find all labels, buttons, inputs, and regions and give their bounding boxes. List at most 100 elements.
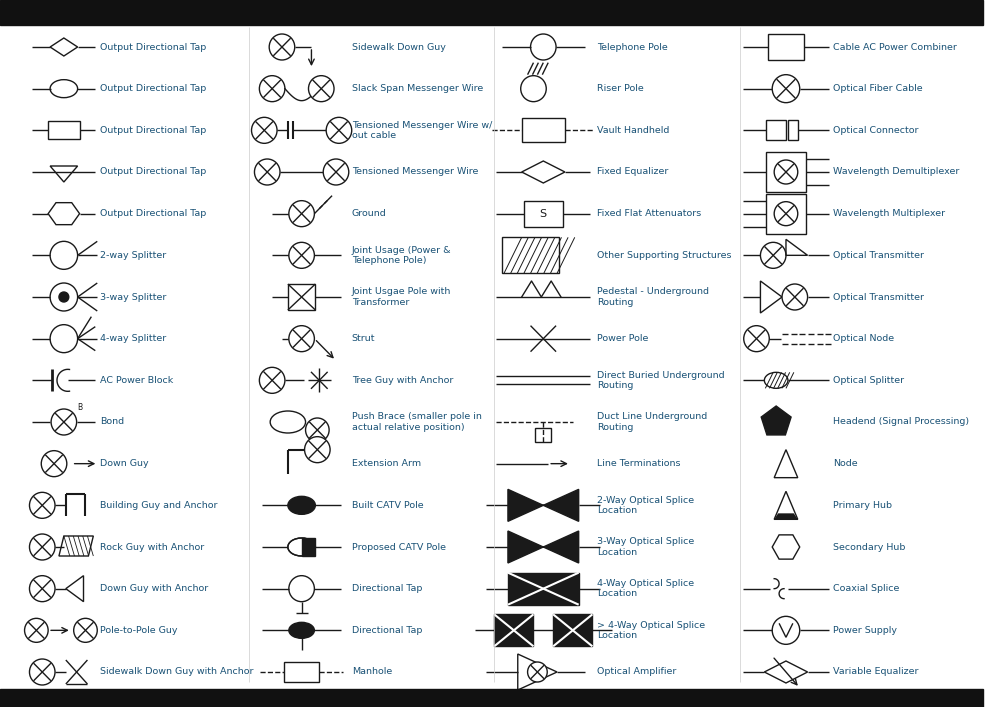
- Text: Sidewalk Down Guy with Anchor: Sidewalk Down Guy with Anchor: [100, 667, 253, 677]
- Circle shape: [323, 159, 348, 185]
- Text: Direct Buried Underground
Routing: Direct Buried Underground Routing: [598, 370, 725, 390]
- Text: Optical Splitter: Optical Splitter: [833, 376, 904, 385]
- Bar: [288, 284, 315, 310]
- Bar: [0, 689, 983, 707]
- Bar: [554, 614, 593, 646]
- Circle shape: [308, 76, 334, 102]
- Text: Headend (Signal Processing): Headend (Signal Processing): [833, 418, 969, 426]
- Circle shape: [251, 117, 277, 144]
- Bar: [284, 662, 319, 682]
- Text: Optical Transmitter: Optical Transmitter: [833, 293, 924, 301]
- Text: Optical Amplifier: Optical Amplifier: [598, 667, 677, 677]
- Circle shape: [772, 75, 800, 103]
- Text: Power Supply: Power Supply: [833, 626, 897, 635]
- Text: Coaxial Splice: Coaxial Splice: [833, 584, 900, 593]
- Circle shape: [259, 76, 285, 102]
- Circle shape: [269, 34, 294, 60]
- Text: Other Supporting Structures: Other Supporting Structures: [598, 251, 732, 260]
- Bar: [788, 120, 798, 140]
- Bar: [767, 120, 786, 140]
- Circle shape: [528, 662, 548, 682]
- Ellipse shape: [289, 622, 314, 638]
- Bar: [522, 118, 565, 142]
- Text: Optical Node: Optical Node: [833, 334, 894, 343]
- Text: Built CATV Pole: Built CATV Pole: [351, 501, 423, 510]
- Text: Manhole: Manhole: [351, 667, 392, 677]
- Text: Wavelength Multiplexer: Wavelength Multiplexer: [833, 209, 945, 218]
- Text: 3-way Splitter: 3-way Splitter: [100, 293, 166, 301]
- Circle shape: [41, 450, 67, 477]
- Text: Optical Connector: Optical Connector: [833, 126, 919, 135]
- Text: Riser Pole: Riser Pole: [598, 84, 644, 93]
- Text: Node: Node: [833, 459, 858, 468]
- Text: S: S: [540, 209, 547, 218]
- Text: Tensioned Messenger Wire w/
out cable: Tensioned Messenger Wire w/ out cable: [351, 121, 492, 140]
- Text: 3-Way Optical Splice
Location: 3-Way Optical Splice Location: [598, 537, 695, 556]
- Text: Pedestal - Underground
Routing: Pedestal - Underground Routing: [598, 287, 710, 307]
- Text: Bond: Bond: [100, 418, 124, 426]
- Circle shape: [59, 292, 69, 302]
- Circle shape: [74, 619, 97, 643]
- Text: Wavelength Demultiplexer: Wavelength Demultiplexer: [833, 168, 960, 177]
- Text: Vault Handheld: Vault Handheld: [598, 126, 670, 135]
- Text: Telephone Pole: Telephone Pole: [598, 42, 668, 52]
- Text: Slack Span Messenger Wire: Slack Span Messenger Wire: [351, 84, 482, 93]
- Circle shape: [29, 659, 55, 685]
- Bar: [494, 614, 534, 646]
- Text: Ground: Ground: [351, 209, 386, 218]
- Polygon shape: [508, 489, 579, 521]
- Text: Variable Equalizer: Variable Equalizer: [833, 667, 919, 677]
- Circle shape: [29, 575, 55, 602]
- Text: Building Guy and Anchor: Building Guy and Anchor: [100, 501, 217, 510]
- Text: B: B: [78, 403, 83, 412]
- Text: Output Directional Tap: Output Directional Tap: [100, 168, 206, 177]
- Bar: [503, 238, 559, 274]
- Text: Duct Line Underground
Routing: Duct Line Underground Routing: [598, 412, 708, 432]
- Text: 4-way Splitter: 4-way Splitter: [100, 334, 166, 343]
- Polygon shape: [761, 406, 791, 435]
- Text: Directional Tap: Directional Tap: [351, 584, 422, 593]
- Circle shape: [289, 201, 314, 227]
- Text: Rock Guy with Anchor: Rock Guy with Anchor: [100, 542, 204, 551]
- Text: Down Guy: Down Guy: [100, 459, 149, 468]
- Text: Proposed CATV Pole: Proposed CATV Pole: [351, 542, 445, 551]
- Text: Strut: Strut: [351, 334, 375, 343]
- Polygon shape: [301, 538, 315, 556]
- Text: Joint Usage (Power &
Telephone Pole): Joint Usage (Power & Telephone Pole): [351, 245, 451, 265]
- Bar: [48, 122, 80, 139]
- Text: Output Directional Tap: Output Directional Tap: [100, 42, 206, 52]
- Circle shape: [304, 437, 330, 462]
- Text: Fixed Flat Attenuators: Fixed Flat Attenuators: [598, 209, 702, 218]
- Bar: [508, 573, 579, 604]
- Text: > 4-Way Optical Splice
Location: > 4-Way Optical Splice Location: [598, 621, 706, 640]
- Text: Directional Tap: Directional Tap: [351, 626, 422, 635]
- Text: 2-way Splitter: 2-way Splitter: [100, 251, 166, 260]
- Text: 2-Way Optical Splice
Location: 2-Way Optical Splice Location: [598, 496, 695, 515]
- Circle shape: [289, 243, 314, 269]
- Text: Line Terminations: Line Terminations: [598, 459, 681, 468]
- Text: Optical Transmitter: Optical Transmitter: [833, 251, 924, 260]
- Ellipse shape: [288, 496, 315, 514]
- Circle shape: [259, 368, 285, 393]
- Text: Sidewalk Down Guy: Sidewalk Down Guy: [351, 42, 445, 52]
- Circle shape: [29, 492, 55, 518]
- Circle shape: [761, 243, 786, 269]
- Circle shape: [305, 418, 329, 442]
- Text: Output Directional Tap: Output Directional Tap: [100, 84, 206, 93]
- Text: Tree Guy with Anchor: Tree Guy with Anchor: [351, 376, 453, 385]
- Circle shape: [25, 619, 48, 643]
- Bar: [769, 34, 804, 60]
- Text: Pole-to-Pole Guy: Pole-to-Pole Guy: [100, 626, 178, 635]
- Text: Extension Arm: Extension Arm: [351, 459, 420, 468]
- Text: Down Guy with Anchor: Down Guy with Anchor: [100, 584, 208, 593]
- Circle shape: [326, 117, 351, 144]
- Text: Primary Hub: Primary Hub: [833, 501, 892, 510]
- Circle shape: [254, 159, 280, 185]
- Text: Output Directional Tap: Output Directional Tap: [100, 126, 206, 135]
- Polygon shape: [508, 531, 579, 563]
- Circle shape: [774, 160, 798, 184]
- Circle shape: [29, 534, 55, 560]
- Text: Output Directional Tap: Output Directional Tap: [100, 209, 206, 218]
- Text: Power Pole: Power Pole: [598, 334, 649, 343]
- Text: AC Power Block: AC Power Block: [100, 376, 173, 385]
